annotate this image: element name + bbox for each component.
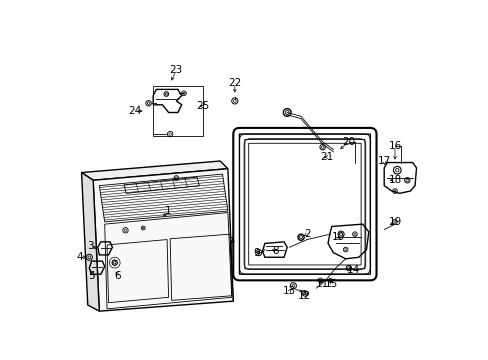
Polygon shape [81, 161, 227, 180]
Text: 4: 4 [76, 252, 82, 262]
Text: 15: 15 [325, 279, 338, 289]
Text: 2: 2 [303, 229, 310, 239]
Text: 24: 24 [128, 106, 141, 116]
Text: 13: 13 [282, 286, 296, 296]
Text: 5: 5 [88, 271, 95, 281]
Text: 14: 14 [346, 265, 359, 275]
Text: 1: 1 [165, 206, 172, 216]
Text: 23: 23 [169, 65, 183, 75]
Text: 12: 12 [298, 291, 311, 301]
Text: 25: 25 [196, 101, 209, 111]
Text: 22: 22 [228, 78, 241, 88]
Text: 21: 21 [320, 152, 333, 162]
Text: 19: 19 [387, 217, 401, 227]
Text: 16: 16 [387, 141, 401, 150]
Text: 18: 18 [387, 175, 401, 185]
Text: 3: 3 [86, 241, 93, 251]
Text: 9: 9 [253, 248, 259, 258]
Text: 11: 11 [315, 279, 328, 289]
Text: 20: 20 [342, 137, 355, 147]
Bar [153, 86, 203, 136]
Text: 10: 10 [331, 232, 344, 242]
Polygon shape [81, 172, 99, 311]
Polygon shape [93, 169, 233, 311]
Text: 7: 7 [226, 237, 233, 247]
Text: 6: 6 [114, 271, 121, 281]
Text: 8: 8 [272, 246, 278, 256]
Text: 17: 17 [377, 156, 390, 166]
